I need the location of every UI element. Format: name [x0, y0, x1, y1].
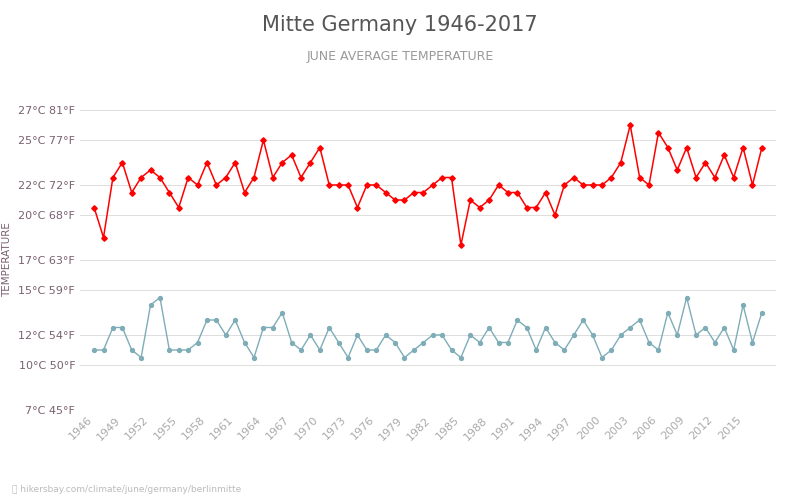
Y-axis label: TEMPERATURE: TEMPERATURE: [2, 222, 13, 298]
Text: 📍 hikersbay.com/climate/june/germany/berlinmitte: 📍 hikersbay.com/climate/june/germany/ber…: [12, 485, 242, 494]
Text: Mitte Germany 1946-2017: Mitte Germany 1946-2017: [262, 15, 538, 35]
Text: JUNE AVERAGE TEMPERATURE: JUNE AVERAGE TEMPERATURE: [306, 50, 494, 63]
